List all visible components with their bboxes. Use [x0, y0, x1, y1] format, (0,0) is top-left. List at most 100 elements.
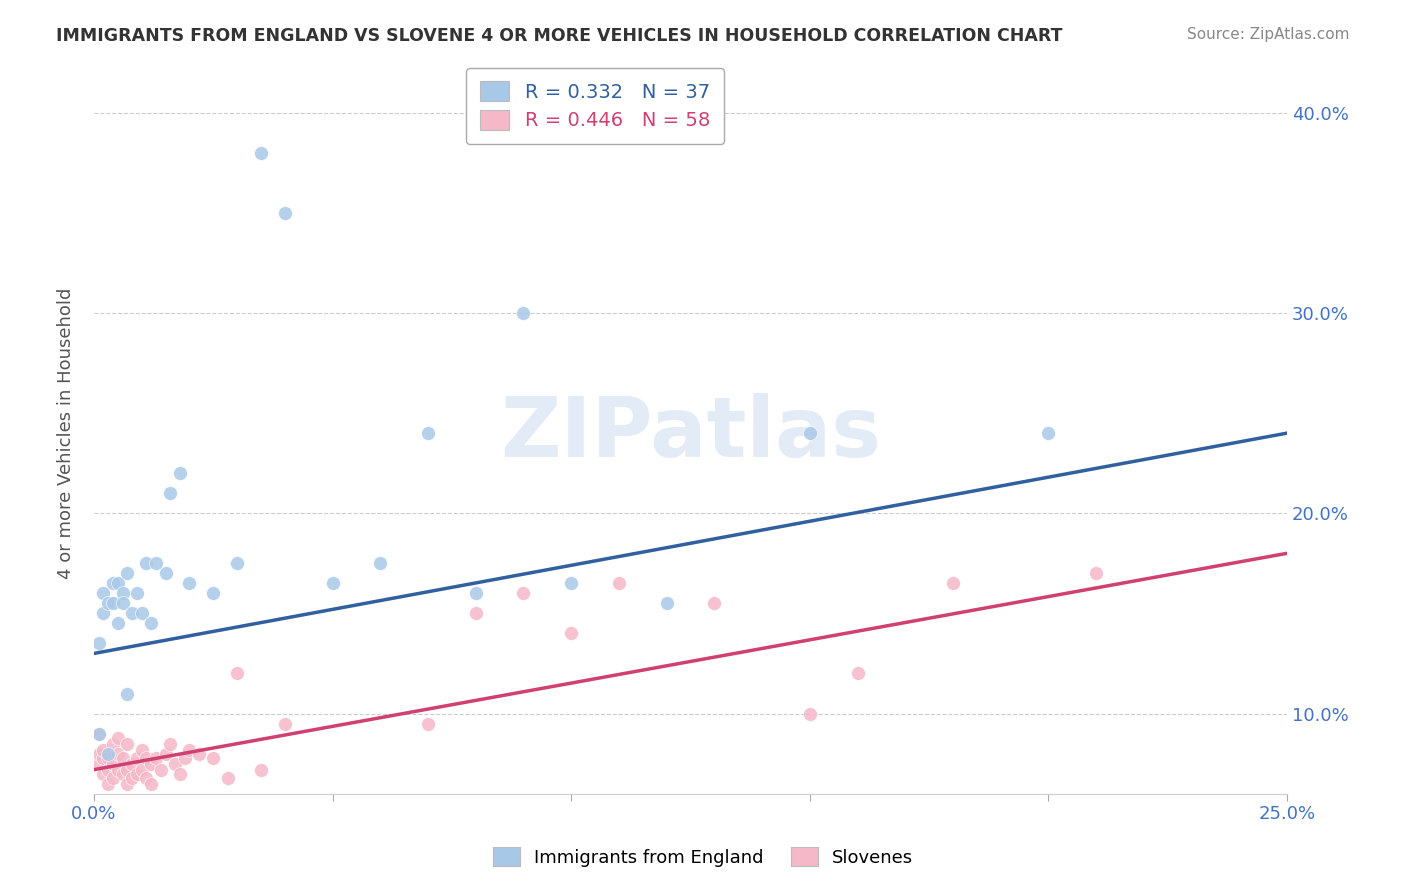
- Text: IMMIGRANTS FROM ENGLAND VS SLOVENE 4 OR MORE VEHICLES IN HOUSEHOLD CORRELATION C: IMMIGRANTS FROM ENGLAND VS SLOVENE 4 OR …: [56, 27, 1063, 45]
- Point: [107, 763, 129, 777]
- Point: [101, 737, 124, 751]
- Point: [187, 747, 209, 761]
- Point: [274, 716, 297, 731]
- Point: [117, 686, 139, 700]
- Point: [121, 756, 143, 771]
- Point: [1038, 426, 1060, 441]
- Point: [464, 607, 486, 621]
- Point: [179, 576, 201, 591]
- Point: [101, 771, 124, 785]
- Point: [87, 747, 110, 761]
- Point: [159, 486, 181, 500]
- Point: [131, 742, 153, 756]
- Point: [1038, 830, 1060, 845]
- Point: [93, 586, 115, 600]
- Point: [107, 576, 129, 591]
- Point: [111, 750, 134, 764]
- Point: [117, 566, 139, 581]
- Legend: R = 0.332   N = 37, R = 0.446   N = 58: R = 0.332 N = 37, R = 0.446 N = 58: [467, 68, 724, 144]
- Point: [125, 750, 148, 764]
- Point: [226, 666, 249, 681]
- Point: [322, 576, 344, 591]
- Point: [250, 145, 273, 160]
- Point: [93, 766, 115, 780]
- Text: Source: ZipAtlas.com: Source: ZipAtlas.com: [1187, 27, 1350, 42]
- Point: [560, 576, 582, 591]
- Point: [107, 747, 129, 761]
- Point: [990, 827, 1012, 841]
- Point: [846, 666, 869, 681]
- Point: [799, 426, 821, 441]
- Point: [1085, 566, 1108, 581]
- Point: [111, 596, 134, 610]
- Point: [169, 466, 191, 480]
- Point: [141, 756, 163, 771]
- Point: [97, 747, 120, 761]
- Legend: Immigrants from England, Slovenes: Immigrants from England, Slovenes: [485, 840, 921, 874]
- Point: [169, 766, 191, 780]
- Point: [202, 750, 225, 764]
- Point: [101, 756, 124, 771]
- Point: [97, 596, 120, 610]
- Point: [117, 777, 139, 791]
- Point: [93, 742, 115, 756]
- Point: [173, 750, 195, 764]
- Point: [121, 771, 143, 785]
- Point: [141, 616, 163, 631]
- Point: [145, 750, 167, 764]
- Point: [107, 616, 129, 631]
- Point: [125, 586, 148, 600]
- Point: [135, 750, 157, 764]
- Point: [145, 557, 167, 571]
- Point: [560, 626, 582, 640]
- Point: [149, 763, 172, 777]
- Point: [179, 742, 201, 756]
- Point: [135, 771, 157, 785]
- Point: [131, 607, 153, 621]
- Point: [368, 557, 391, 571]
- Point: [202, 586, 225, 600]
- Point: [799, 706, 821, 721]
- Point: [274, 206, 297, 220]
- Point: [87, 636, 110, 650]
- Point: [111, 766, 134, 780]
- Point: [141, 777, 163, 791]
- Point: [159, 737, 181, 751]
- Point: [155, 566, 177, 581]
- Point: [121, 607, 143, 621]
- Text: ZIPatlas: ZIPatlas: [501, 392, 882, 474]
- Point: [217, 771, 239, 785]
- Point: [322, 827, 344, 841]
- Point: [117, 763, 139, 777]
- Point: [512, 586, 534, 600]
- Point: [226, 557, 249, 571]
- Point: [107, 731, 129, 745]
- Point: [117, 737, 139, 751]
- Point: [87, 726, 110, 740]
- Point: [135, 557, 157, 571]
- Point: [93, 750, 115, 764]
- Point: [97, 777, 120, 791]
- Point: [87, 756, 110, 771]
- Y-axis label: 4 or more Vehicles in Household: 4 or more Vehicles in Household: [58, 287, 75, 579]
- Point: [250, 763, 273, 777]
- Point: [655, 596, 678, 610]
- Point: [93, 607, 115, 621]
- Point: [101, 576, 124, 591]
- Point: [111, 586, 134, 600]
- Point: [125, 766, 148, 780]
- Point: [416, 426, 439, 441]
- Point: [87, 726, 110, 740]
- Point: [512, 306, 534, 320]
- Point: [464, 586, 486, 600]
- Point: [416, 716, 439, 731]
- Point: [942, 576, 965, 591]
- Point: [368, 822, 391, 837]
- Point: [165, 756, 187, 771]
- Point: [607, 576, 630, 591]
- Point: [703, 596, 725, 610]
- Point: [131, 763, 153, 777]
- Point: [155, 747, 177, 761]
- Point: [97, 750, 120, 764]
- Point: [101, 596, 124, 610]
